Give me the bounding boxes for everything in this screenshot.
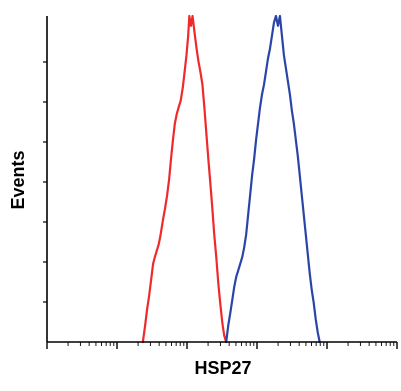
series-blue-histogram xyxy=(225,14,321,344)
y-axis-label: Events xyxy=(8,150,28,209)
series-red-histogram xyxy=(141,14,228,344)
x-axis-label: HSP27 xyxy=(194,358,251,378)
y-axis xyxy=(43,16,48,342)
plot-area xyxy=(141,14,321,344)
x-axis xyxy=(46,341,398,349)
